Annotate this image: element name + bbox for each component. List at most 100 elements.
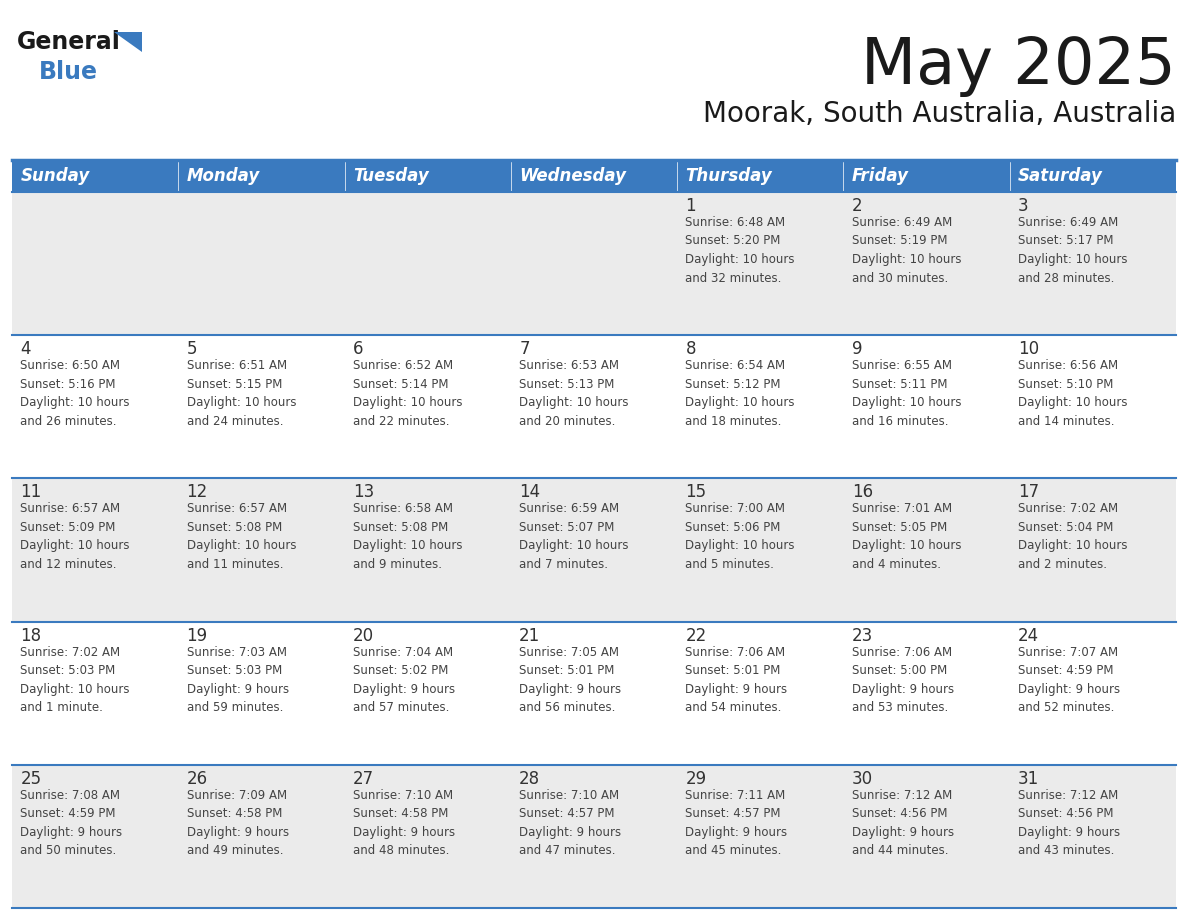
Bar bbox=[677, 335, 843, 478]
Text: 28: 28 bbox=[519, 770, 541, 788]
Bar bbox=[511, 478, 677, 621]
Bar bbox=[1010, 160, 1176, 192]
Text: Sunrise: 7:12 AM
Sunset: 4:56 PM
Daylight: 9 hours
and 43 minutes.: Sunrise: 7:12 AM Sunset: 4:56 PM Dayligh… bbox=[1018, 789, 1120, 857]
Bar bbox=[12, 478, 178, 621]
Bar bbox=[1010, 335, 1176, 478]
Bar bbox=[843, 621, 1010, 765]
Text: Sunrise: 7:00 AM
Sunset: 5:06 PM
Daylight: 10 hours
and 5 minutes.: Sunrise: 7:00 AM Sunset: 5:06 PM Dayligh… bbox=[685, 502, 795, 571]
Text: May 2025: May 2025 bbox=[861, 35, 1176, 97]
Text: Sunrise: 7:02 AM
Sunset: 5:04 PM
Daylight: 10 hours
and 2 minutes.: Sunrise: 7:02 AM Sunset: 5:04 PM Dayligh… bbox=[1018, 502, 1127, 571]
Text: Moorak, South Australia, Australia: Moorak, South Australia, Australia bbox=[703, 100, 1176, 128]
Bar bbox=[178, 192, 345, 335]
Text: Wednesday: Wednesday bbox=[519, 167, 626, 185]
Bar bbox=[345, 192, 511, 335]
Bar bbox=[677, 478, 843, 621]
Text: Blue: Blue bbox=[39, 60, 97, 84]
Text: 10: 10 bbox=[1018, 341, 1040, 358]
Text: 15: 15 bbox=[685, 484, 707, 501]
Text: Sunrise: 7:02 AM
Sunset: 5:03 PM
Daylight: 10 hours
and 1 minute.: Sunrise: 7:02 AM Sunset: 5:03 PM Dayligh… bbox=[20, 645, 129, 714]
Text: 22: 22 bbox=[685, 627, 707, 644]
Text: 30: 30 bbox=[852, 770, 873, 788]
Text: Sunrise: 6:58 AM
Sunset: 5:08 PM
Daylight: 10 hours
and 9 minutes.: Sunrise: 6:58 AM Sunset: 5:08 PM Dayligh… bbox=[353, 502, 462, 571]
Text: Sunrise: 7:10 AM
Sunset: 4:58 PM
Daylight: 9 hours
and 48 minutes.: Sunrise: 7:10 AM Sunset: 4:58 PM Dayligh… bbox=[353, 789, 455, 857]
Bar bbox=[677, 621, 843, 765]
Text: Sunrise: 6:48 AM
Sunset: 5:20 PM
Daylight: 10 hours
and 32 minutes.: Sunrise: 6:48 AM Sunset: 5:20 PM Dayligh… bbox=[685, 216, 795, 285]
Text: Monday: Monday bbox=[187, 167, 260, 185]
Bar bbox=[1010, 621, 1176, 765]
Text: 9: 9 bbox=[852, 341, 862, 358]
Text: 17: 17 bbox=[1018, 484, 1040, 501]
Bar bbox=[1010, 765, 1176, 908]
Bar bbox=[677, 765, 843, 908]
Text: Sunrise: 6:57 AM
Sunset: 5:09 PM
Daylight: 10 hours
and 12 minutes.: Sunrise: 6:57 AM Sunset: 5:09 PM Dayligh… bbox=[20, 502, 129, 571]
Text: Saturday: Saturday bbox=[1018, 167, 1102, 185]
Text: 3: 3 bbox=[1018, 197, 1029, 215]
Text: Sunrise: 6:56 AM
Sunset: 5:10 PM
Daylight: 10 hours
and 14 minutes.: Sunrise: 6:56 AM Sunset: 5:10 PM Dayligh… bbox=[1018, 359, 1127, 428]
Text: 4: 4 bbox=[20, 341, 31, 358]
Bar bbox=[12, 335, 178, 478]
Bar bbox=[677, 192, 843, 335]
Text: Sunrise: 6:52 AM
Sunset: 5:14 PM
Daylight: 10 hours
and 22 minutes.: Sunrise: 6:52 AM Sunset: 5:14 PM Dayligh… bbox=[353, 359, 462, 428]
Text: Sunrise: 7:01 AM
Sunset: 5:05 PM
Daylight: 10 hours
and 4 minutes.: Sunrise: 7:01 AM Sunset: 5:05 PM Dayligh… bbox=[852, 502, 961, 571]
Bar bbox=[12, 621, 178, 765]
Bar bbox=[843, 192, 1010, 335]
Text: 24: 24 bbox=[1018, 627, 1040, 644]
Text: Sunrise: 7:08 AM
Sunset: 4:59 PM
Daylight: 9 hours
and 50 minutes.: Sunrise: 7:08 AM Sunset: 4:59 PM Dayligh… bbox=[20, 789, 122, 857]
Text: Sunrise: 6:57 AM
Sunset: 5:08 PM
Daylight: 10 hours
and 11 minutes.: Sunrise: 6:57 AM Sunset: 5:08 PM Dayligh… bbox=[187, 502, 296, 571]
Text: 13: 13 bbox=[353, 484, 374, 501]
Text: Sunrise: 6:50 AM
Sunset: 5:16 PM
Daylight: 10 hours
and 26 minutes.: Sunrise: 6:50 AM Sunset: 5:16 PM Dayligh… bbox=[20, 359, 129, 428]
Text: Sunrise: 7:06 AM
Sunset: 5:00 PM
Daylight: 9 hours
and 53 minutes.: Sunrise: 7:06 AM Sunset: 5:00 PM Dayligh… bbox=[852, 645, 954, 714]
Bar bbox=[345, 478, 511, 621]
Text: 18: 18 bbox=[20, 627, 42, 644]
Text: 31: 31 bbox=[1018, 770, 1040, 788]
Text: 19: 19 bbox=[187, 627, 208, 644]
Bar bbox=[345, 621, 511, 765]
Text: 7: 7 bbox=[519, 341, 530, 358]
Text: Sunrise: 7:09 AM
Sunset: 4:58 PM
Daylight: 9 hours
and 49 minutes.: Sunrise: 7:09 AM Sunset: 4:58 PM Dayligh… bbox=[187, 789, 289, 857]
Bar bbox=[677, 160, 843, 192]
Text: Sunrise: 6:51 AM
Sunset: 5:15 PM
Daylight: 10 hours
and 24 minutes.: Sunrise: 6:51 AM Sunset: 5:15 PM Dayligh… bbox=[187, 359, 296, 428]
Text: 26: 26 bbox=[187, 770, 208, 788]
Text: 14: 14 bbox=[519, 484, 541, 501]
Text: 29: 29 bbox=[685, 770, 707, 788]
Bar bbox=[12, 160, 178, 192]
Text: 6: 6 bbox=[353, 341, 364, 358]
Text: General: General bbox=[17, 30, 121, 54]
Text: Sunrise: 7:05 AM
Sunset: 5:01 PM
Daylight: 9 hours
and 56 minutes.: Sunrise: 7:05 AM Sunset: 5:01 PM Dayligh… bbox=[519, 645, 621, 714]
Text: Tuesday: Tuesday bbox=[353, 167, 429, 185]
Text: Sunrise: 6:49 AM
Sunset: 5:19 PM
Daylight: 10 hours
and 30 minutes.: Sunrise: 6:49 AM Sunset: 5:19 PM Dayligh… bbox=[852, 216, 961, 285]
Text: Sunrise: 7:06 AM
Sunset: 5:01 PM
Daylight: 9 hours
and 54 minutes.: Sunrise: 7:06 AM Sunset: 5:01 PM Dayligh… bbox=[685, 645, 788, 714]
Text: 23: 23 bbox=[852, 627, 873, 644]
Text: Sunrise: 7:03 AM
Sunset: 5:03 PM
Daylight: 9 hours
and 59 minutes.: Sunrise: 7:03 AM Sunset: 5:03 PM Dayligh… bbox=[187, 645, 289, 714]
Bar bbox=[843, 335, 1010, 478]
Text: 27: 27 bbox=[353, 770, 374, 788]
Bar bbox=[1010, 192, 1176, 335]
Text: 5: 5 bbox=[187, 341, 197, 358]
Text: Sunrise: 6:55 AM
Sunset: 5:11 PM
Daylight: 10 hours
and 16 minutes.: Sunrise: 6:55 AM Sunset: 5:11 PM Dayligh… bbox=[852, 359, 961, 428]
Bar bbox=[178, 335, 345, 478]
Text: Sunday: Sunday bbox=[20, 167, 89, 185]
Text: 11: 11 bbox=[20, 484, 42, 501]
Text: Sunrise: 7:11 AM
Sunset: 4:57 PM
Daylight: 9 hours
and 45 minutes.: Sunrise: 7:11 AM Sunset: 4:57 PM Dayligh… bbox=[685, 789, 788, 857]
Text: Sunrise: 6:53 AM
Sunset: 5:13 PM
Daylight: 10 hours
and 20 minutes.: Sunrise: 6:53 AM Sunset: 5:13 PM Dayligh… bbox=[519, 359, 628, 428]
Text: 2: 2 bbox=[852, 197, 862, 215]
Text: Sunrise: 7:10 AM
Sunset: 4:57 PM
Daylight: 9 hours
and 47 minutes.: Sunrise: 7:10 AM Sunset: 4:57 PM Dayligh… bbox=[519, 789, 621, 857]
Bar bbox=[178, 478, 345, 621]
Bar bbox=[178, 765, 345, 908]
Text: Friday: Friday bbox=[852, 167, 909, 185]
Bar bbox=[345, 160, 511, 192]
Bar bbox=[1010, 478, 1176, 621]
Text: Sunrise: 7:04 AM
Sunset: 5:02 PM
Daylight: 9 hours
and 57 minutes.: Sunrise: 7:04 AM Sunset: 5:02 PM Dayligh… bbox=[353, 645, 455, 714]
Bar bbox=[843, 478, 1010, 621]
Text: Sunrise: 6:59 AM
Sunset: 5:07 PM
Daylight: 10 hours
and 7 minutes.: Sunrise: 6:59 AM Sunset: 5:07 PM Dayligh… bbox=[519, 502, 628, 571]
Text: 1: 1 bbox=[685, 197, 696, 215]
Bar bbox=[178, 160, 345, 192]
Text: 21: 21 bbox=[519, 627, 541, 644]
Text: 8: 8 bbox=[685, 341, 696, 358]
Text: Thursday: Thursday bbox=[685, 167, 772, 185]
Bar bbox=[511, 335, 677, 478]
Bar bbox=[511, 160, 677, 192]
Bar bbox=[178, 621, 345, 765]
Bar bbox=[511, 765, 677, 908]
Bar bbox=[843, 160, 1010, 192]
